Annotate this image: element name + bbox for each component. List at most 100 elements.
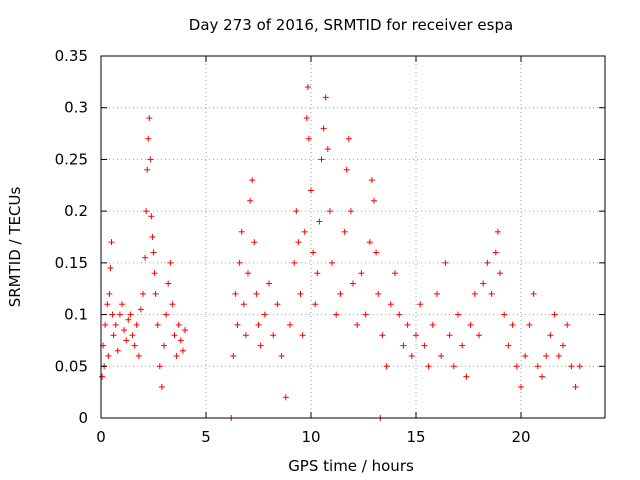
data-point bbox=[497, 270, 503, 277]
data-point bbox=[471, 290, 478, 297]
data-point bbox=[274, 301, 281, 308]
data-point bbox=[99, 373, 106, 380]
data-point bbox=[278, 352, 285, 359]
data-point bbox=[379, 332, 386, 339]
data-point bbox=[249, 177, 256, 184]
x-tick-label: 10 bbox=[301, 428, 320, 446]
y-tick-label: 0.25 bbox=[55, 150, 88, 168]
data-point bbox=[106, 290, 113, 297]
x-tick-label: 15 bbox=[406, 428, 425, 446]
data-point bbox=[150, 249, 157, 256]
data-point bbox=[513, 363, 520, 370]
axes: 0 5 10 15 20 0 0.05 0.1 0.15 0.2 0.25 0.3 0.35 bbox=[55, 47, 606, 446]
data-point bbox=[242, 332, 249, 339]
data-point bbox=[421, 342, 428, 349]
y-axis-label: SRMTID / TECUs bbox=[6, 187, 24, 308]
data-point bbox=[114, 347, 121, 354]
data-point bbox=[163, 311, 170, 318]
data-point bbox=[467, 321, 474, 328]
data-point bbox=[131, 342, 138, 349]
x-axis-label: GPS time / hours bbox=[288, 457, 414, 475]
y-tick-label: 0 bbox=[78, 409, 88, 427]
data-point bbox=[135, 352, 142, 359]
data-point bbox=[564, 321, 571, 328]
data-point bbox=[105, 352, 112, 359]
data-point bbox=[375, 290, 382, 297]
data-point bbox=[179, 347, 186, 354]
data-point bbox=[151, 270, 158, 277]
data-point bbox=[127, 311, 134, 318]
data-point bbox=[293, 208, 300, 215]
data-point bbox=[171, 332, 178, 339]
data-point bbox=[169, 301, 176, 308]
data-point bbox=[232, 290, 239, 297]
data-point bbox=[253, 290, 260, 297]
data-point bbox=[459, 342, 466, 349]
data-point bbox=[484, 259, 491, 266]
data-point bbox=[107, 265, 114, 272]
data-point bbox=[404, 321, 411, 328]
data-point bbox=[177, 337, 184, 344]
data-point bbox=[494, 228, 501, 235]
data-points bbox=[99, 84, 583, 421]
grid bbox=[101, 56, 605, 418]
data-point bbox=[266, 280, 272, 287]
data-point bbox=[148, 213, 155, 220]
data-point bbox=[110, 332, 117, 339]
y-tick-label: 0.05 bbox=[55, 357, 88, 375]
data-point bbox=[121, 327, 128, 334]
data-point bbox=[373, 249, 380, 256]
data-point bbox=[305, 135, 312, 142]
data-point bbox=[236, 259, 243, 266]
data-point bbox=[116, 311, 123, 318]
data-point bbox=[299, 332, 306, 339]
data-point bbox=[400, 342, 407, 349]
data-point bbox=[295, 239, 302, 246]
data-point bbox=[425, 363, 432, 370]
y-tick-label: 0.15 bbox=[55, 254, 88, 272]
data-point bbox=[303, 115, 310, 122]
data-point bbox=[539, 373, 545, 380]
data-point bbox=[488, 290, 495, 297]
x-tick-label: 5 bbox=[201, 428, 211, 446]
data-point bbox=[144, 166, 151, 173]
data-point bbox=[165, 280, 172, 287]
data-point bbox=[392, 270, 398, 277]
data-point bbox=[316, 218, 323, 225]
data-point bbox=[438, 352, 445, 359]
data-point bbox=[572, 383, 579, 390]
y-tick-label: 0.1 bbox=[64, 306, 88, 324]
data-point bbox=[167, 259, 174, 266]
data-point bbox=[442, 259, 449, 266]
data-point bbox=[154, 321, 161, 328]
data-point bbox=[347, 208, 354, 215]
data-point bbox=[145, 135, 152, 142]
data-point bbox=[368, 177, 375, 184]
data-point bbox=[123, 337, 130, 344]
data-point bbox=[322, 94, 329, 101]
data-point bbox=[301, 228, 308, 235]
data-point bbox=[147, 156, 154, 163]
data-point bbox=[175, 321, 182, 328]
data-point bbox=[383, 363, 390, 370]
data-point bbox=[505, 342, 512, 349]
data-point bbox=[362, 311, 369, 318]
data-point bbox=[308, 187, 314, 194]
data-point bbox=[156, 363, 163, 370]
data-point bbox=[234, 321, 241, 328]
data-point bbox=[413, 332, 419, 339]
data-point bbox=[551, 311, 558, 318]
data-point bbox=[282, 394, 289, 401]
data-point bbox=[568, 363, 575, 370]
data-point bbox=[337, 290, 344, 297]
data-point bbox=[133, 321, 140, 328]
data-point bbox=[543, 352, 550, 359]
data-point bbox=[354, 321, 361, 328]
data-point bbox=[310, 249, 317, 256]
data-point bbox=[366, 239, 373, 246]
data-point bbox=[434, 290, 440, 297]
data-point bbox=[304, 84, 311, 91]
data-point bbox=[143, 208, 150, 215]
data-point bbox=[257, 342, 264, 349]
